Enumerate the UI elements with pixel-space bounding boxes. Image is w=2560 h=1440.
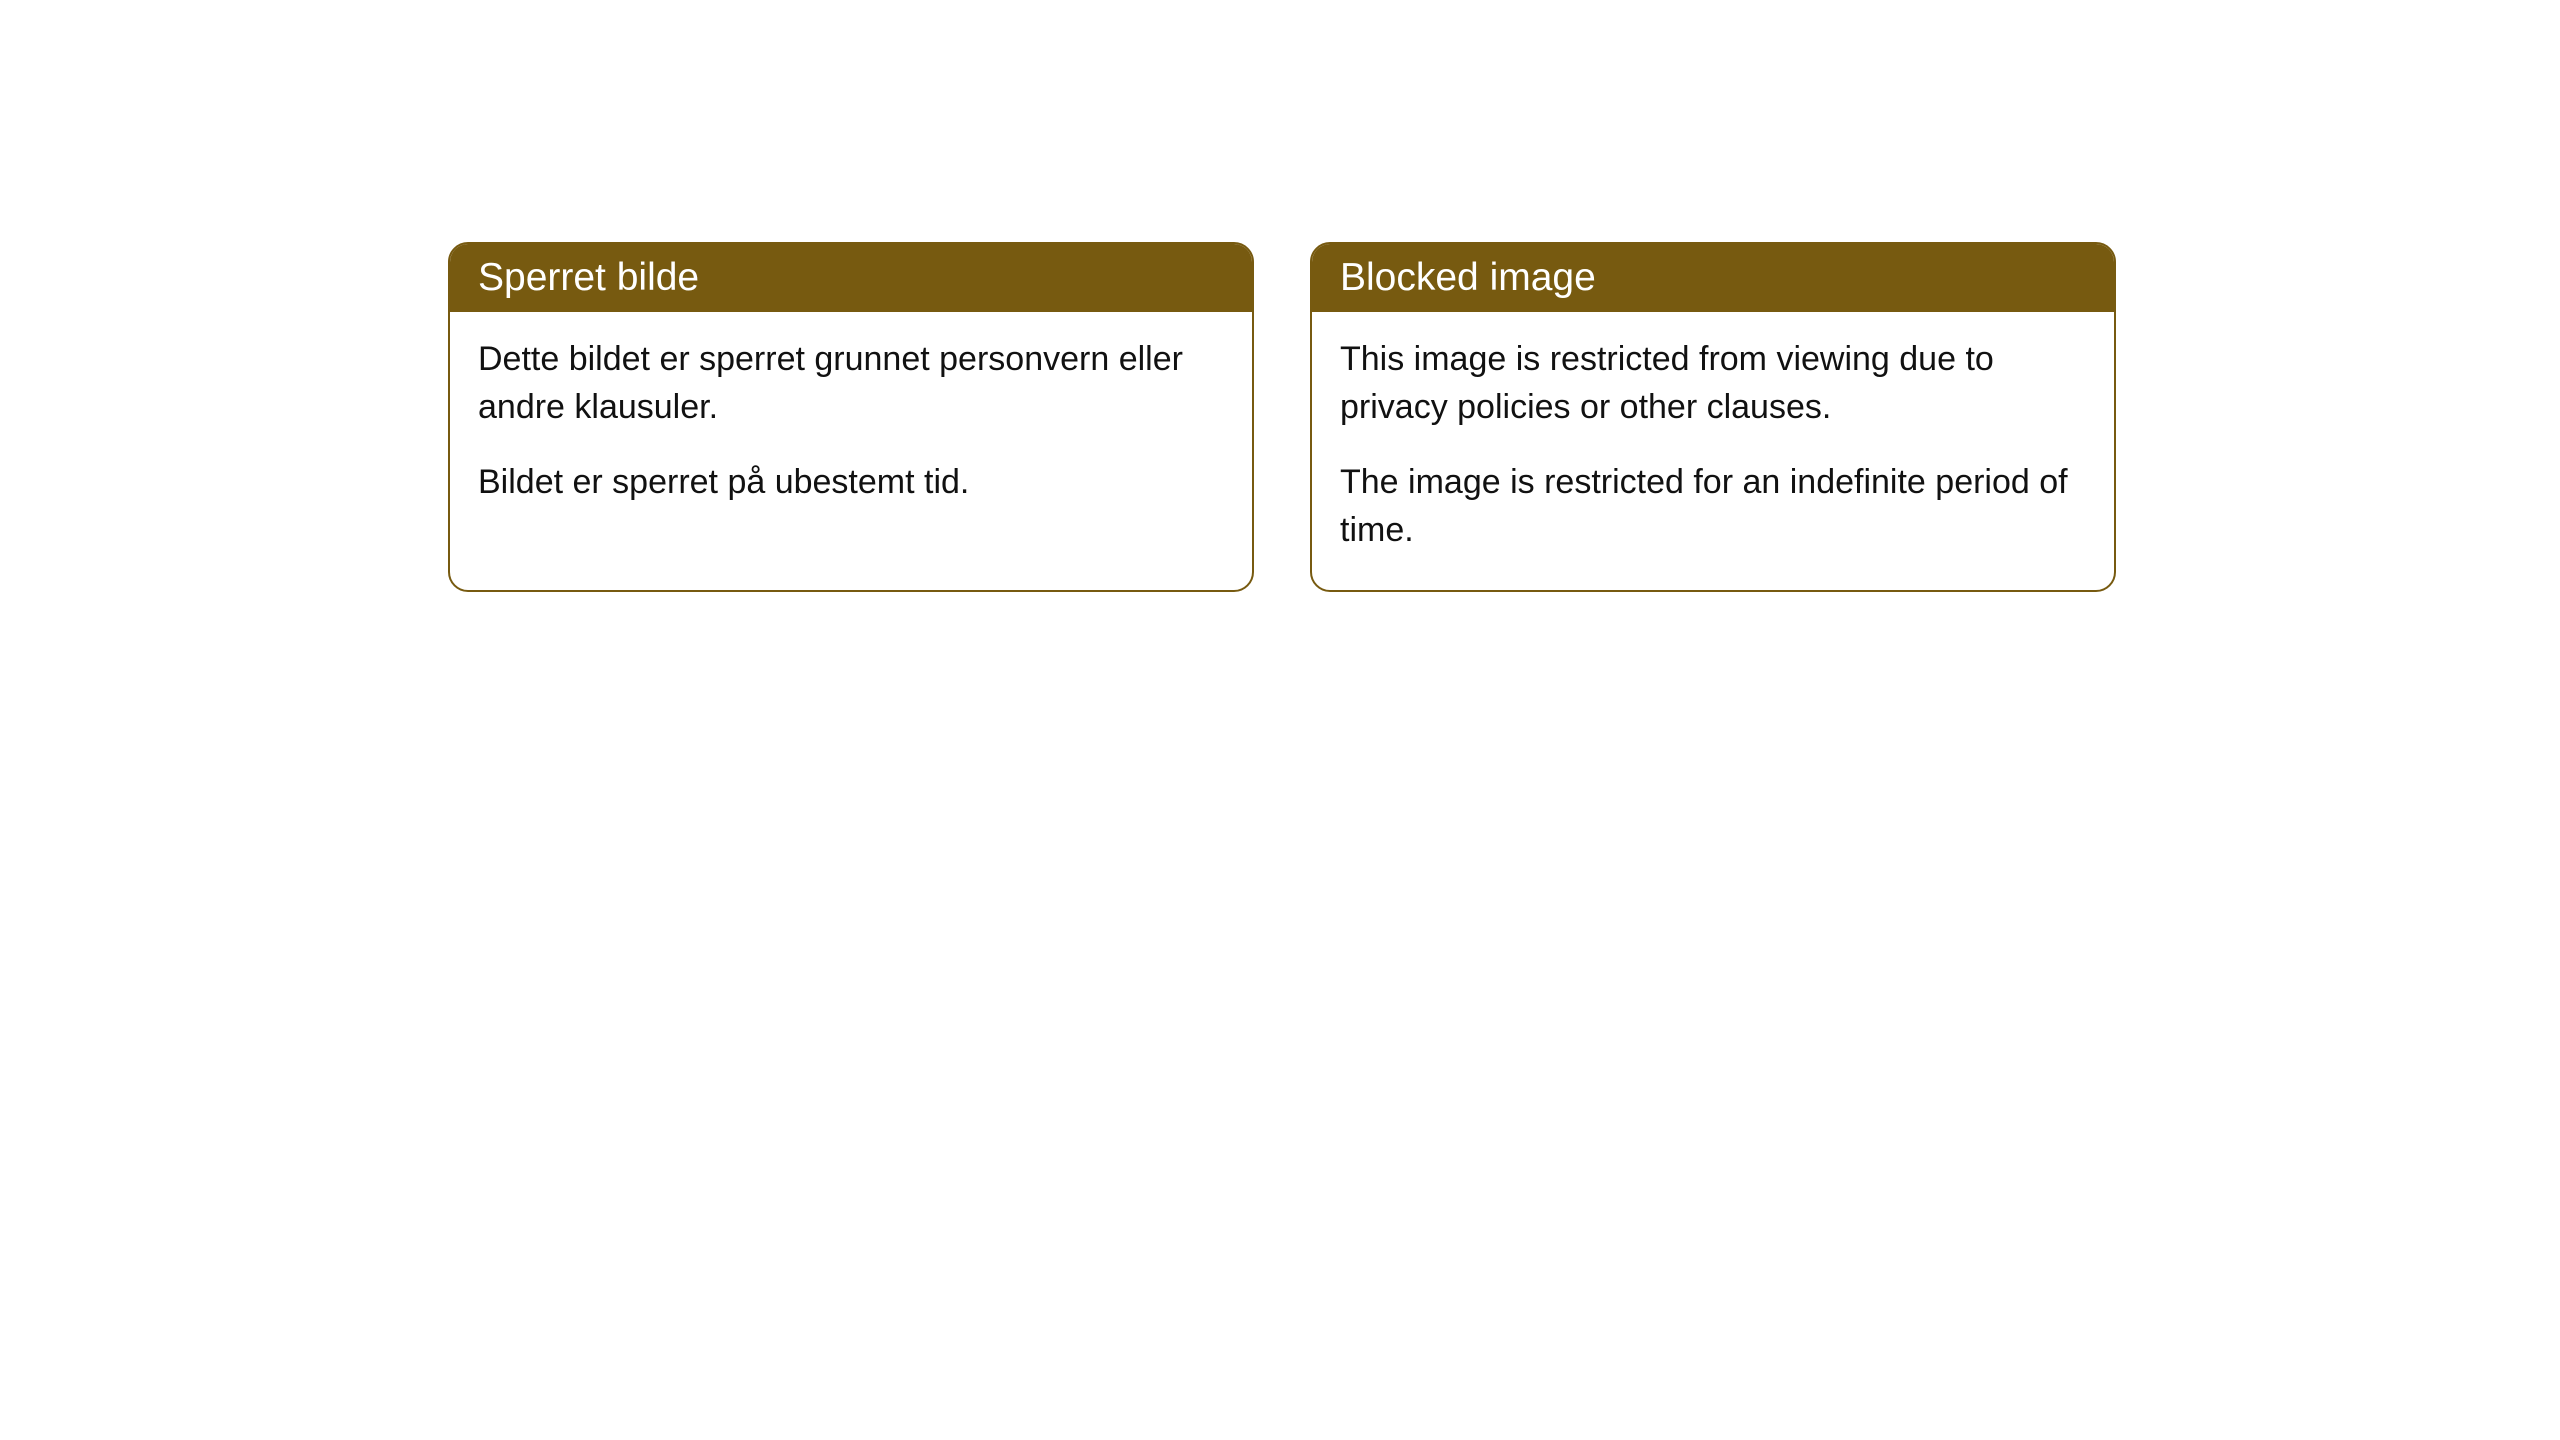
card-paragraph: This image is restricted from viewing du… [1340, 336, 2086, 431]
card-paragraph: Bildet er sperret på ubestemt tid. [478, 459, 1224, 507]
notice-card-english: Blocked image This image is restricted f… [1310, 242, 2116, 592]
card-title: Sperret bilde [478, 256, 699, 299]
notice-card-norwegian: Sperret bilde Dette bildet er sperret gr… [448, 242, 1254, 592]
notice-container: Sperret bilde Dette bildet er sperret gr… [448, 242, 2116, 592]
card-body: Dette bildet er sperret grunnet personve… [450, 312, 1252, 543]
card-paragraph: The image is restricted for an indefinit… [1340, 459, 2086, 554]
card-header: Sperret bilde [450, 244, 1252, 312]
card-header: Blocked image [1312, 244, 2114, 312]
card-body: This image is restricted from viewing du… [1312, 312, 2114, 590]
card-title: Blocked image [1340, 256, 1596, 299]
card-paragraph: Dette bildet er sperret grunnet personve… [478, 336, 1224, 431]
